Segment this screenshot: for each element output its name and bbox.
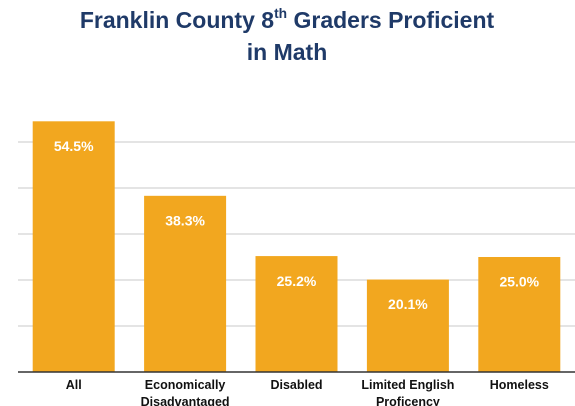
bar — [366, 279, 449, 372]
bar — [478, 257, 561, 372]
bar — [144, 195, 227, 372]
value-label: 54.5% — [54, 138, 94, 154]
bar — [32, 121, 115, 372]
x-tick-label: Disabled — [270, 378, 322, 392]
bar — [255, 256, 338, 372]
chart-title: Franklin County 8th Graders Proficient in… — [80, 6, 495, 65]
x-tick-label: All — [66, 378, 82, 392]
x-tick-label: Economically Disadvantaged — [141, 378, 230, 406]
value-label: 38.3% — [165, 213, 205, 229]
value-label: 20.1% — [388, 296, 428, 312]
x-tick-label: Limited English Proficency — [361, 378, 454, 406]
value-label: 25.2% — [277, 273, 317, 289]
value-label: 25.0% — [499, 274, 539, 290]
x-tick-label: Homeless — [490, 378, 549, 392]
